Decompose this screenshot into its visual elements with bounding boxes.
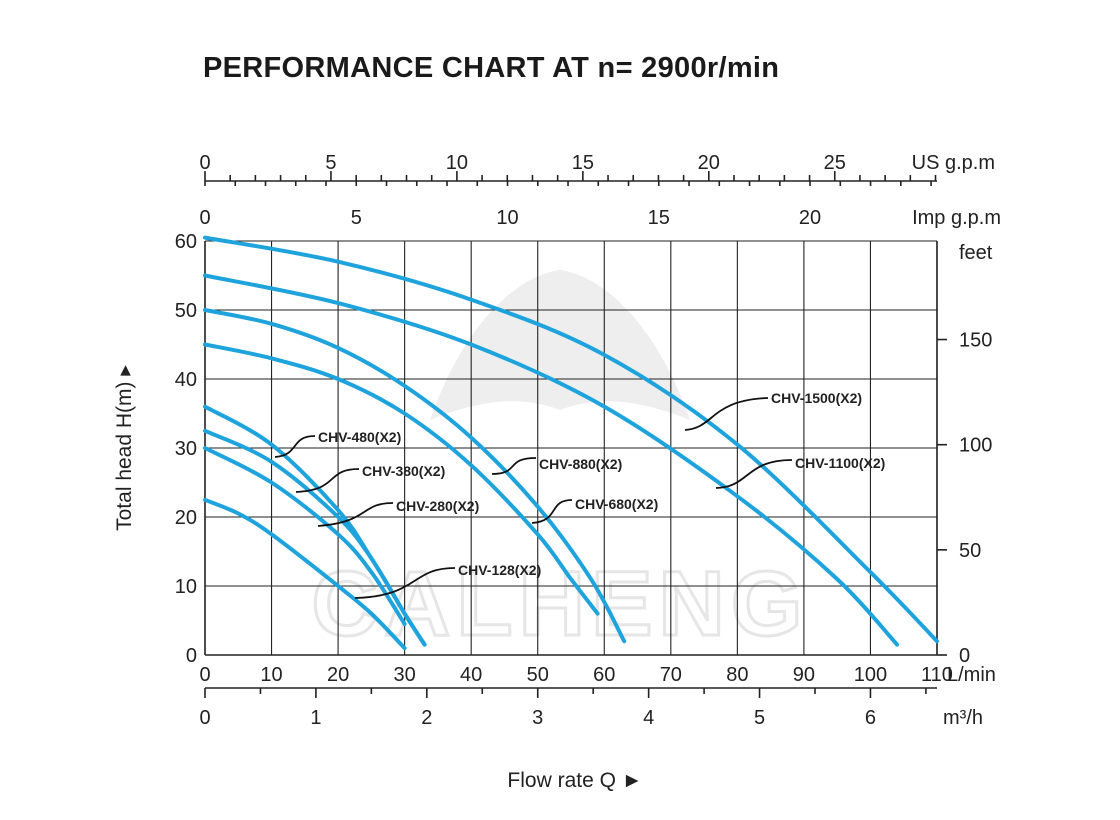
leader-chv-280-x2 <box>317 502 394 527</box>
curve-label-chv-380-x2: CHV-380(X2) <box>362 463 445 479</box>
watermark-text: CALHENG <box>312 553 809 655</box>
curve-chv-1500-x2 <box>203 235 939 644</box>
x-tick-label-80: 80 <box>726 664 748 686</box>
y-tick-label-50: 50 <box>175 300 197 322</box>
us-gpm-tick-label-20: 20 <box>698 152 720 174</box>
feet-tick-label-150: 150 <box>959 330 992 352</box>
m3h-tick-label-3: 3 <box>532 707 543 729</box>
leader-chv-128-x2 <box>354 567 456 599</box>
chart-title: PERFORMANCE CHART AT n= 2900r/min <box>203 52 780 84</box>
m3h-tick-label-6: 6 <box>865 707 876 729</box>
m3h-axis-label: m³/h <box>943 707 983 729</box>
x-tick-label-90: 90 <box>793 664 815 686</box>
us-gpm-tick-label-25: 25 <box>824 152 846 174</box>
leader-chv-1100-x2 <box>715 459 793 489</box>
x-tick-label-30: 30 <box>394 664 416 686</box>
curve-label-chv-680-x2: CHV-680(X2) <box>575 496 658 512</box>
curve-chv-680-x2 <box>203 342 600 616</box>
leader-chv-380-x2 <box>295 468 360 493</box>
imp-gpm-axis-label: Imp g.p.m <box>912 207 1001 229</box>
y-tick-label-0: 0 <box>186 645 197 667</box>
us-gpm-tick-label-15: 15 <box>572 152 594 174</box>
x-tick-label-60: 60 <box>593 664 615 686</box>
imp-gpm-tick-label-5: 5 <box>351 207 362 229</box>
curve-label-chv-1100-x2: CHV-1100(X2) <box>795 455 885 471</box>
curve-label-chv-280-x2: CHV-280(X2) <box>396 498 479 514</box>
x-tick-label-110: 110 <box>921 664 953 686</box>
curve-chv-380-x2 <box>203 428 427 647</box>
y-tick-label-60: 60 <box>175 231 197 253</box>
imp-gpm-tick-label-0: 0 <box>199 207 210 229</box>
x-unit-label: L/min <box>947 664 996 686</box>
x-tick-label-50: 50 <box>527 664 549 686</box>
feet-tick-label-0: 0 <box>959 645 970 667</box>
x-tick-label-100: 100 <box>854 664 887 686</box>
chart-curve-labels: CHV-1500(X2) CHV-1100(X2) CHV-880(X2) CHV-6… <box>274 390 885 599</box>
leader-chv-680-x2 <box>531 499 573 524</box>
feet-tick-label-100: 100 <box>959 435 992 457</box>
x-tick-label-0: 0 <box>199 664 210 686</box>
m3h-tick-label-4: 4 <box>643 707 654 729</box>
us-gpm-tick-label-10: 10 <box>446 152 468 174</box>
y-tick-label-10: 10 <box>175 576 197 598</box>
y-tick-label-20: 20 <box>175 507 197 529</box>
curve-label-chv-880-x2: CHV-880(X2) <box>539 456 622 472</box>
leader-chv-1500-x2 <box>684 397 769 431</box>
y-tick-label-40: 40 <box>175 369 197 391</box>
curve-chv-280-x2 <box>203 446 407 626</box>
y-axis-title: Total head H(m) ▸ <box>113 365 136 531</box>
us-gpm-axis-label: US g.p.m <box>912 152 995 174</box>
leader-chv-480-x2 <box>274 435 316 458</box>
curve-chv-880-x2 <box>203 308 627 644</box>
curve-label-chv-480-x2: CHV-480(X2) <box>318 429 401 445</box>
x-tick-label-70: 70 <box>660 664 682 686</box>
chart-curves <box>203 235 939 651</box>
m3h-tick-label-1: 1 <box>310 707 321 729</box>
m3h-tick-label-5: 5 <box>754 707 765 729</box>
curve-label-chv-1500-x2: CHV-1500(X2) <box>771 390 862 406</box>
imp-gpm-tick-label-15: 15 <box>648 207 670 229</box>
x-tick-label-20: 20 <box>327 664 349 686</box>
imp-gpm-tick-label-10: 10 <box>496 207 518 229</box>
leader-chv-880-x2 <box>491 457 537 475</box>
x-tick-label-40: 40 <box>460 664 482 686</box>
us-gpm-tick-label-5: 5 <box>325 152 336 174</box>
chart-grid <box>205 240 938 655</box>
curve-chv-1100-x2 <box>203 273 900 647</box>
feet-tick-label-50: 50 <box>959 540 981 562</box>
x-axis-title: Flow rate Q ► <box>507 769 642 792</box>
imp-gpm-tick-label-20: 20 <box>799 207 821 229</box>
curve-chv-128-x2 <box>203 497 407 651</box>
m3h-tick-label-0: 0 <box>199 707 210 729</box>
feet-axis-label: feet <box>959 242 993 264</box>
curve-label-chv-128-x2: CHV-128(X2) <box>458 562 541 578</box>
us-gpm-tick-label-0: 0 <box>199 152 210 174</box>
m3h-tick-label-2: 2 <box>421 707 432 729</box>
chart-axes: 0 10 20 30 40 50 60 70 80 90 100 110L/min0102030405… <box>113 152 1001 792</box>
y-tick-label-30: 30 <box>175 438 197 460</box>
x-tick-label-10: 10 <box>260 664 282 686</box>
